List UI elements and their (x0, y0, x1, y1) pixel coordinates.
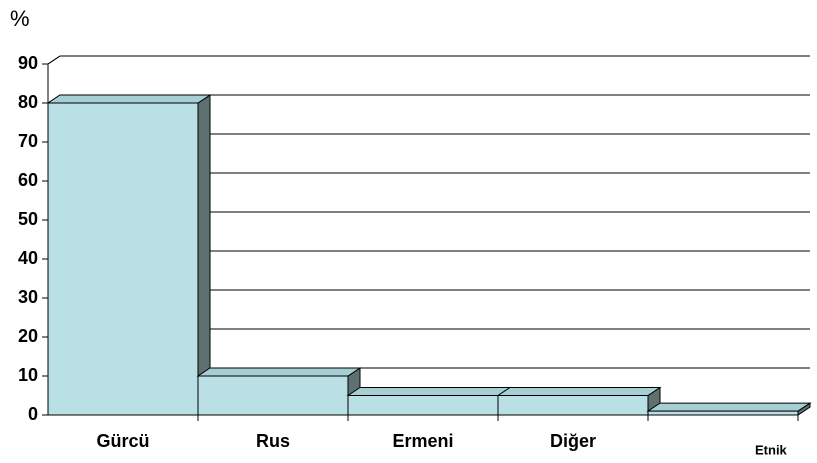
bar-front (47, 102, 199, 416)
y-tick-label: 30 (18, 287, 38, 307)
bar-top (196, 367, 362, 377)
y-tick-label: 0 (28, 404, 38, 424)
bar-front (197, 375, 349, 416)
bar-top (46, 94, 212, 104)
bar-front (647, 410, 799, 416)
y-tick-label: 50 (18, 209, 38, 229)
y-axis-label: % (10, 6, 30, 31)
bar-front (497, 395, 649, 416)
bar (46, 94, 212, 416)
y-tick-label: 80 (18, 92, 38, 112)
y-tick-label: 60 (18, 170, 38, 190)
y-tick-label: 40 (18, 248, 38, 268)
y-tick-label: 90 (18, 53, 38, 73)
x-tick-label: Diğer (550, 431, 596, 451)
x-tick-label: Gürcü (96, 431, 149, 451)
x-tick-label: Rus (256, 431, 290, 451)
x-tick-label: Ermeni (392, 431, 453, 451)
bar (646, 402, 812, 416)
y-tick-label: 20 (18, 326, 38, 346)
bar-side (197, 94, 211, 416)
bar (496, 386, 662, 416)
bar-top (496, 387, 662, 396)
y-tick-label: 70 (18, 131, 38, 151)
bar-top (646, 402, 812, 412)
grid-line-side (47, 55, 61, 65)
bar-front (347, 395, 499, 416)
bar (196, 367, 362, 416)
bar (346, 386, 512, 416)
bar-top (346, 387, 512, 396)
y-tick-label: 10 (18, 365, 38, 385)
x-axis-label: Etnik (755, 442, 788, 457)
